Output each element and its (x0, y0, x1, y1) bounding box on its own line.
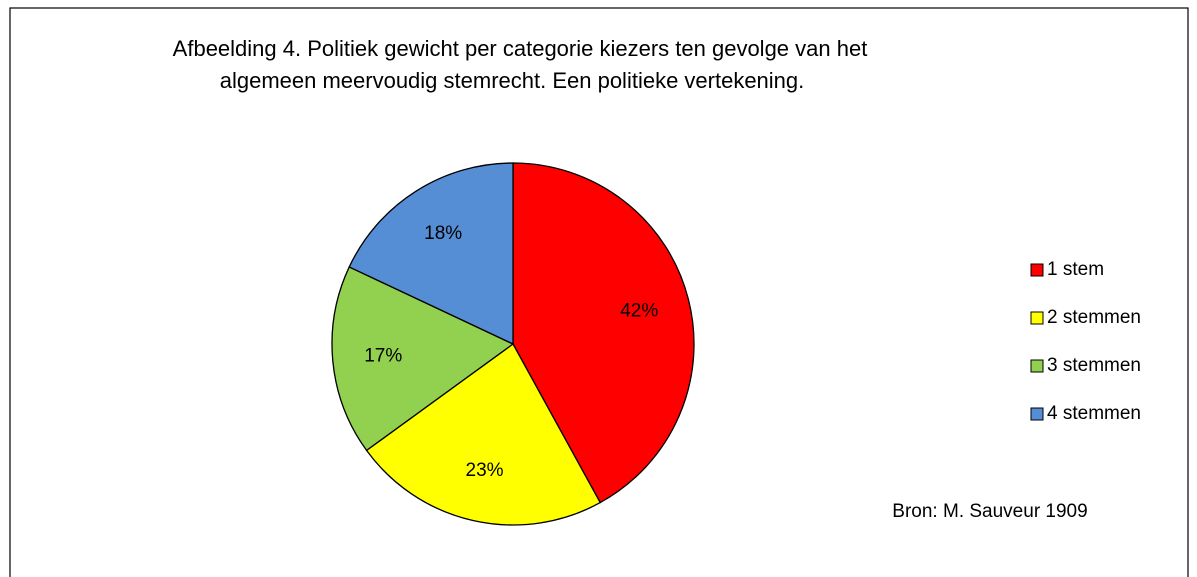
annotation: Bron: M. Sauveur 1909 (892, 501, 1087, 522)
chart-title: Afbeelding 4. Politiek gewicht per categ… (173, 36, 868, 61)
legend-swatch (1030, 263, 1044, 277)
pie-slice (348, 162, 514, 346)
legend-label: 4 stemmen (1047, 403, 1141, 424)
legend-label: 2 stemmen (1047, 307, 1141, 328)
chart-title: algemeen meervoudig stemrecht. Een polit… (220, 68, 805, 93)
pie-slice (365, 343, 602, 526)
data-label: 18% (424, 223, 462, 244)
legend-swatch (1030, 311, 1044, 325)
data-label: 17% (364, 345, 402, 366)
legend-swatch (1030, 359, 1044, 373)
legend-label: 1 stem (1047, 259, 1104, 280)
legend-label: 3 stemmen (1047, 355, 1141, 376)
legend-swatch (1030, 407, 1044, 421)
data-label: 23% (466, 460, 504, 481)
data-label: 42% (620, 301, 658, 322)
pie-slice (512, 162, 695, 504)
pie-slice (331, 266, 515, 452)
